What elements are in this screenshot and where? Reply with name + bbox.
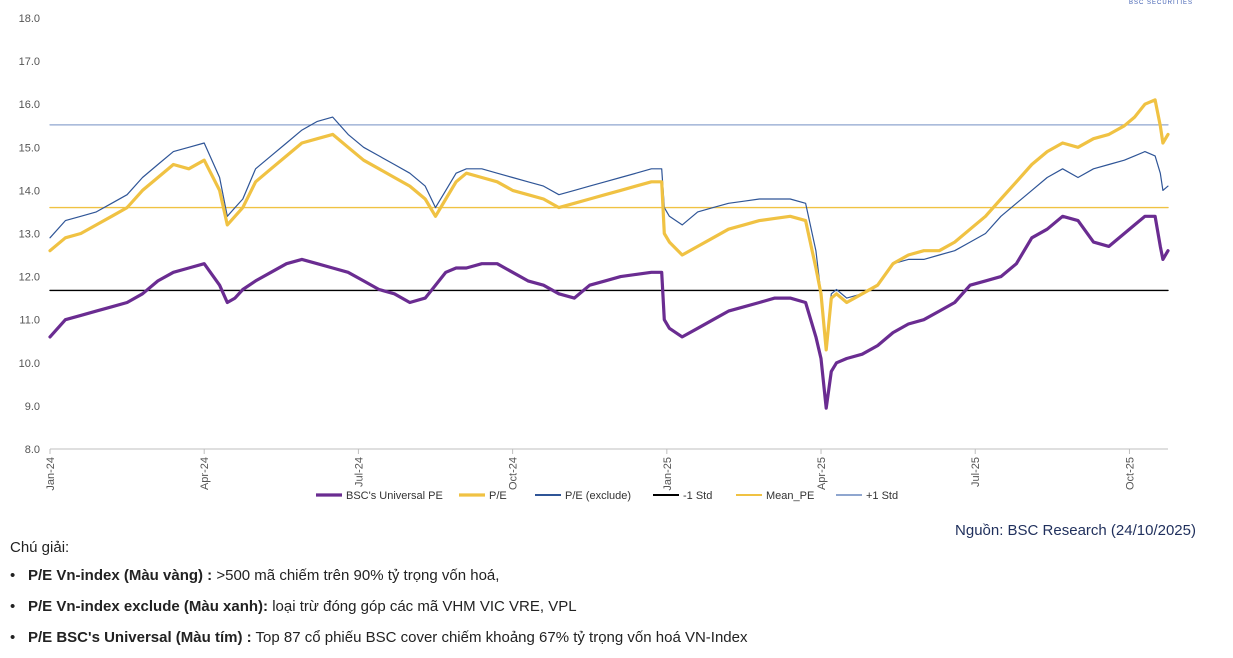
notes-list: • P/E Vn-index (Màu vàng) : >500 mã chiếm… xyxy=(10,565,747,658)
x-tick-label: Jul-24 xyxy=(353,457,365,487)
note-text: Top 87 cổ phiếu BSC cover chiếm khoảng 6… xyxy=(251,629,748,646)
note-item: • P/E BSC's Universal (Màu tím) : Top 87 … xyxy=(10,627,747,658)
legend-label: P/E xyxy=(489,490,507,502)
legend-label: Mean_PE xyxy=(766,490,814,502)
x-tick-label: Jan-24 xyxy=(45,457,57,491)
x-tick-label: Oct-25 xyxy=(1124,457,1136,490)
y-tick-label: 15.0 xyxy=(19,142,40,154)
y-tick-label: 16.0 xyxy=(19,99,40,111)
legend-label: +1 Std xyxy=(866,490,898,502)
legend-label: -1 Std xyxy=(683,490,712,502)
bullet-icon: • xyxy=(10,567,16,584)
pe-chart: 8.0 9.0 10.0 11.0 12.0 13.0 14.0 15.0 16.0 17.0 18… xyxy=(19,13,1170,502)
x-tick-label: Apr-25 xyxy=(816,457,828,490)
note-label: P/E Vn-index (Màu vàng) : xyxy=(28,567,213,584)
note-label: P/E BSC's Universal (Màu tím) : xyxy=(28,629,252,646)
y-tick-label: 14.0 xyxy=(19,185,40,197)
legend-label: P/E (exclude) xyxy=(565,490,631,502)
series-line-0 xyxy=(48,214,1170,410)
chart-lines xyxy=(48,98,1170,410)
note-item: • P/E Vn-index exclude (Màu xanh): loại t… xyxy=(10,596,747,627)
x-tick-label: Apr-24 xyxy=(199,457,211,490)
x-tick-label: Oct-24 xyxy=(508,457,520,490)
legend-label: BSC's Universal PE xyxy=(346,490,443,502)
source-note: Nguồn: BSC Research (24/10/2025) xyxy=(955,522,1196,539)
y-tick-label: 11.0 xyxy=(19,315,40,327)
chart-legend: BSC's Universal PE P/E P/E (exclude) -1 Std… xyxy=(316,490,898,502)
y-tick-label: 13.0 xyxy=(19,229,40,241)
series-line-2 xyxy=(49,116,1169,347)
y-tick-label: 17.0 xyxy=(19,56,40,68)
notes-title: Chú giải: xyxy=(10,539,70,556)
chart-axes: 8.0 9.0 10.0 11.0 12.0 13.0 14.0 15.0 16.0 17.0 18… xyxy=(19,13,1168,491)
y-tick-label: 10.0 xyxy=(19,358,40,370)
note-label: P/E Vn-index exclude (Màu xanh): xyxy=(28,598,269,615)
note-text: >500 mã chiếm trên 90% tỷ trọng vốn hoá, xyxy=(212,567,500,584)
bullet-icon: • xyxy=(10,598,16,615)
y-tick-label: 9.0 xyxy=(25,401,40,413)
x-tick-label: Jan-25 xyxy=(662,457,674,491)
x-tick-label: Jul-25 xyxy=(970,457,982,487)
y-tick-label: 8.0 xyxy=(25,444,40,456)
bullet-icon: • xyxy=(10,629,16,646)
note-text: loại trừ đóng góp các mã VHM VIC VRE, VP… xyxy=(268,598,577,615)
brand-logo-text: BSC SECURITIES xyxy=(1128,0,1193,6)
y-tick-label: 12.0 xyxy=(19,272,40,284)
y-tick-label: 18.0 xyxy=(19,13,40,25)
note-item: • P/E Vn-index (Màu vàng) : >500 mã chiếm… xyxy=(10,565,747,596)
series-line-1 xyxy=(48,98,1170,352)
